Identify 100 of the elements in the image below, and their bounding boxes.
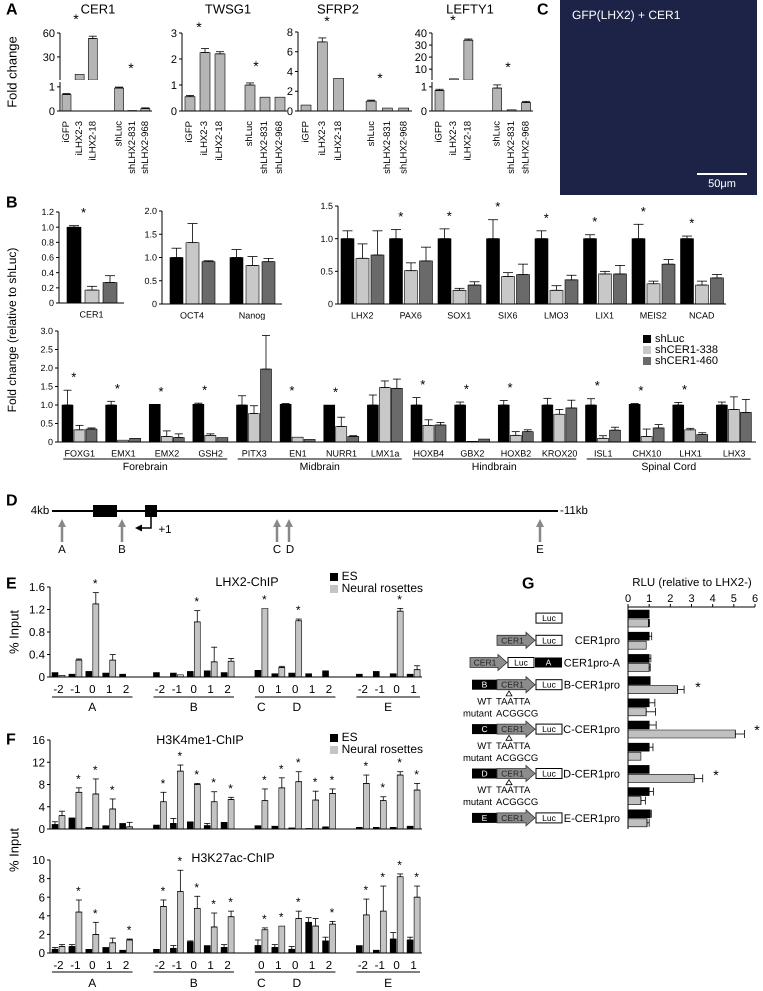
x-tick-label: iLHX2-3 (74, 121, 86, 156)
annotation: * (177, 749, 182, 764)
annotation: * (689, 216, 694, 231)
x-tick-label: 0 (190, 684, 197, 696)
y-tick-label: 3 (170, 28, 177, 40)
x-tick-label: ISL1 (594, 448, 613, 458)
annotation: * (330, 772, 335, 787)
x-tick-label: FOXG1 (64, 448, 96, 458)
text: F (6, 732, 16, 748)
annotation: * (194, 767, 200, 782)
x-tick-label: iLHX2-3 (316, 121, 328, 156)
text: WT (477, 740, 492, 752)
x-tick-label: shLuc (491, 120, 502, 146)
text: ACGGCG (496, 708, 538, 720)
annotation: * (92, 576, 98, 591)
annotation: * (126, 923, 132, 938)
text: Luc (542, 635, 557, 646)
y-tick-label: 2 (170, 54, 177, 66)
annotation: * (414, 870, 420, 884)
text: E (536, 544, 544, 556)
text: D (481, 768, 488, 778)
annotation: * (296, 603, 301, 618)
x-tick-label: LHX2 (350, 310, 374, 320)
text: B (6, 194, 18, 212)
x-tick-label: -2 (154, 684, 166, 696)
annotation: * (202, 382, 208, 398)
x-tick-label: 0 (393, 684, 400, 696)
x-axis-title: RLU (relative to LHX2-) (632, 577, 752, 589)
text: GFP(LHX2) + CER1 (572, 8, 681, 22)
text: Hindbrain (472, 461, 517, 473)
y-tick-label: CER1pro (574, 635, 620, 648)
x-tick-label: -1 (70, 684, 80, 696)
text: E (384, 700, 392, 714)
x-tick-label: iLHX2-3 (448, 121, 460, 156)
x-tick-label: HOXB2 (500, 448, 532, 458)
x-tick-label: EN1 (289, 448, 307, 458)
x-tick-label: LMO3 (544, 310, 569, 320)
legend-label: shCER1-460 (655, 355, 718, 367)
text: WT (477, 696, 492, 708)
y-tick-label: 1.2 (41, 207, 54, 218)
x-tick-label: shLHX2-968 (274, 121, 285, 174)
text: Midbrain (300, 461, 340, 473)
text: B (482, 680, 488, 690)
annotation: * (377, 70, 384, 86)
annotation: * (194, 880, 200, 894)
text: A (88, 700, 96, 714)
y-tick-label: 10 (414, 64, 427, 76)
text: CER1 (501, 768, 524, 778)
y-tick-label: 2.0 (40, 363, 53, 374)
y-tick-label: 0 (328, 299, 333, 310)
annotation: * (414, 767, 420, 782)
annotation: * (592, 214, 598, 230)
text: B (190, 976, 198, 990)
x-tick-label: shLHX2-831 (259, 121, 270, 174)
text: C (537, 2, 549, 18)
text: 4kb (30, 505, 50, 517)
y-tick-label: E-CER1pro (564, 812, 620, 825)
legend-label: Neural rosettes (342, 581, 423, 595)
x-tick-label: Nanog (238, 310, 266, 320)
annotation: * (380, 780, 386, 795)
legend-label: shLuc (655, 333, 684, 345)
annotation: * (363, 883, 368, 898)
annotation: * (594, 378, 600, 394)
annotation: * (278, 910, 284, 924)
text: C (257, 700, 266, 714)
annotation: * (312, 775, 318, 790)
chart-title: LHX2-ChIP (215, 575, 279, 589)
y-tick-label: 0.8 (29, 627, 45, 640)
text: mutant (462, 708, 492, 720)
y-tick-label: 0.6 (41, 252, 54, 263)
y-tick-label: 20 (414, 52, 427, 64)
text: Luc (542, 812, 557, 823)
x-tick-label: -1 (70, 960, 80, 972)
annotation: * (160, 884, 166, 898)
x-tick-label: 2 (122, 684, 130, 696)
text: G (522, 576, 534, 592)
y-tick-label: 1 (420, 82, 427, 94)
annotation: * (333, 384, 338, 400)
x-tick-label: 1 (308, 960, 316, 972)
y-tick-label: 0 (38, 824, 45, 836)
text: TAATTA (496, 740, 531, 752)
y-tick-label: 0.4 (41, 268, 54, 278)
annotation: * (278, 762, 284, 776)
annotation: * (211, 897, 216, 912)
x-tick-label: 3 (688, 593, 695, 605)
x-tick-label: 6 (752, 593, 758, 605)
y-tick-label: 0.5 (144, 276, 157, 286)
annotation: * (92, 906, 98, 920)
x-tick-label: 1 (646, 593, 652, 605)
x-tick-label: -2 (154, 960, 166, 972)
y-tick-label: 2 (38, 929, 45, 942)
text: Luc (542, 613, 557, 624)
x-tick-label: LIX1 (595, 310, 614, 320)
y-tick-label: 1.0 (320, 234, 333, 244)
text: +1 (158, 524, 172, 536)
x-tick-label: LMX1a (370, 448, 400, 458)
y-tick-label: 6 (286, 46, 293, 59)
annotation: * (508, 380, 513, 396)
y-tick-label: 8 (38, 874, 45, 886)
annotation: * (495, 199, 500, 214)
